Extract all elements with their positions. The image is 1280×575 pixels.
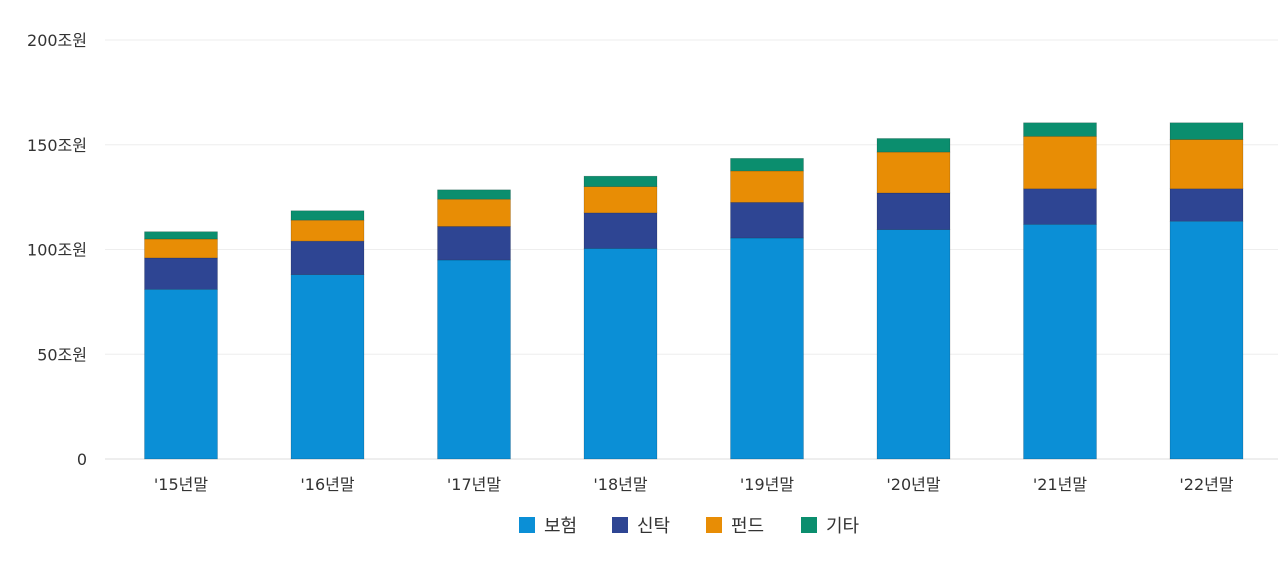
bar-group <box>583 175 658 460</box>
bar-group <box>1169 122 1244 460</box>
bar-segment <box>583 212 658 249</box>
bar-segment <box>290 240 365 275</box>
bar-segment <box>730 170 804 203</box>
legend-item: 기타 <box>801 516 860 537</box>
bar-segment <box>144 231 218 240</box>
bar-segment <box>730 237 804 460</box>
bar-segment <box>583 175 658 187</box>
legend-item: 펀드 <box>706 516 764 537</box>
bar-segment <box>583 186 658 214</box>
bar-group <box>290 210 365 460</box>
bar-segment <box>290 274 365 460</box>
legend-label: 펀드 <box>731 516 764 537</box>
bar-segment <box>144 238 218 259</box>
bar-group <box>144 231 218 460</box>
bar-group <box>876 138 951 460</box>
bar-segment <box>730 158 804 172</box>
x-tick-label: '22년말 <box>1179 475 1233 494</box>
bars <box>144 122 1244 460</box>
legend: 보험 신탁 펀드 기타 <box>519 516 860 537</box>
legend-swatch <box>801 517 817 533</box>
x-tick-label: '20년말 <box>886 475 940 494</box>
bar-segment <box>876 151 951 194</box>
legend-label: 보험 <box>544 516 577 537</box>
bar-segment <box>1169 139 1244 190</box>
y-tick-label: 50조원 <box>37 345 87 364</box>
bar-segment <box>290 210 365 221</box>
legend-label: 신탁 <box>637 516 670 537</box>
bar-segment <box>583 248 658 460</box>
y-tick-label: 0 <box>77 450 87 469</box>
x-tick-label: '15년말 <box>154 475 208 494</box>
bar-segment <box>437 189 511 200</box>
bar-segment <box>1023 122 1097 137</box>
bar-segment <box>876 229 951 460</box>
y-tick-label: 100조원 <box>27 241 87 260</box>
bar-segment <box>437 198 511 227</box>
x-tick-label: '21년말 <box>1033 475 1087 494</box>
x-tick-label: '16년말 <box>300 475 354 494</box>
bar-segment <box>730 202 804 239</box>
bar-segment <box>144 289 218 460</box>
x-axis: '15년말 '16년말 '17년말 '18년말 '19년말 '20년말 '21년말 '22년말 <box>154 475 1234 494</box>
bar-segment <box>1169 122 1244 140</box>
legend-item: 신탁 <box>612 516 670 537</box>
bar-group <box>437 189 511 460</box>
legend-swatch <box>706 517 722 533</box>
legend-swatch <box>612 517 628 533</box>
bar-segment <box>1169 188 1244 222</box>
x-tick-label: '19년말 <box>740 475 794 494</box>
bar-segment <box>1169 220 1244 460</box>
x-tick-label: '18년말 <box>593 475 647 494</box>
bar-group <box>730 158 804 460</box>
bar-segment <box>1023 136 1097 190</box>
y-tick-label: 150조원 <box>27 136 87 155</box>
bar-group <box>1023 122 1097 460</box>
legend-swatch <box>519 517 535 533</box>
legend-label: 기타 <box>826 516 860 537</box>
bar-segment <box>876 138 951 153</box>
bar-segment <box>876 192 951 230</box>
y-axis: 0 50조원 100조원 150조원 200조원 <box>27 31 87 469</box>
bar-segment <box>437 259 511 460</box>
bar-segment <box>437 226 511 261</box>
legend-item: 보험 <box>519 516 577 537</box>
x-tick-label: '17년말 <box>447 475 501 494</box>
grid-lines <box>105 39 1278 460</box>
bar-segment <box>1023 188 1097 225</box>
bar-segment <box>290 219 365 242</box>
y-tick-label: 200조원 <box>27 31 87 50</box>
bar-segment <box>144 257 218 290</box>
bar-segment <box>1023 224 1097 460</box>
